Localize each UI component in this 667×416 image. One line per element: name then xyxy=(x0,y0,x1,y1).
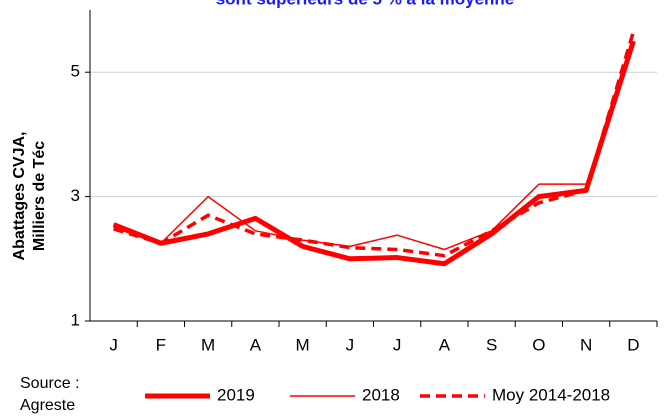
x-tick-label: A xyxy=(439,335,451,354)
x-tick-label: J xyxy=(109,335,118,354)
x-tick-label: J xyxy=(393,335,402,354)
x-tick-label: D xyxy=(627,335,639,354)
x-tick-label: M xyxy=(296,335,310,354)
y-tick-label: 5 xyxy=(71,62,80,81)
x-tick-label: S xyxy=(486,335,497,354)
y-axis-label: Milliers de Téc xyxy=(31,141,48,251)
legend-label: Moy 2014-2018 xyxy=(492,385,610,404)
series-line xyxy=(112,40,636,267)
legend-label: 2018 xyxy=(362,385,400,404)
y-axis-label: Abattages CVJA, xyxy=(11,132,28,261)
legend-label: 2019 xyxy=(217,385,255,404)
x-tick-label: A xyxy=(250,335,262,354)
chart-title: sont supérieurs de 5 % à la moyenne xyxy=(216,0,515,8)
series-line xyxy=(113,40,635,251)
y-tick-label: 1 xyxy=(71,310,80,329)
x-tick-label: N xyxy=(580,335,592,354)
x-tick-label: J xyxy=(346,335,355,354)
x-tick-label: M xyxy=(201,335,215,354)
series-line xyxy=(113,31,636,258)
y-tick-label: 3 xyxy=(71,186,80,205)
x-tick-label: O xyxy=(532,335,545,354)
x-tick-label: F xyxy=(156,335,166,354)
source-label: Source : xyxy=(20,375,80,392)
source-text: Agreste xyxy=(20,397,75,414)
